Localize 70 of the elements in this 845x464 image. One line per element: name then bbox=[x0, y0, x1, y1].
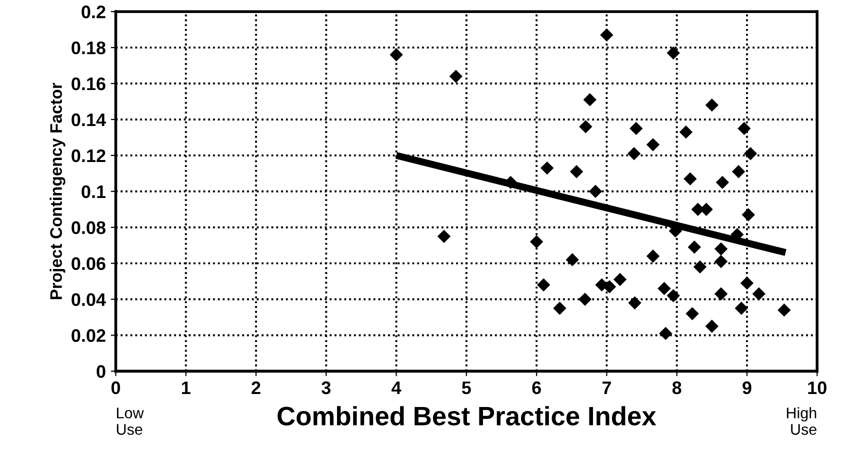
point bbox=[449, 70, 463, 83]
x-axis-title: Combined Best Practice Index bbox=[278, 406, 656, 426]
point bbox=[646, 250, 660, 263]
y-tick-label: 0.04 bbox=[72, 293, 106, 306]
point bbox=[732, 165, 746, 178]
point bbox=[628, 296, 642, 310]
y-axis-title: Project Contingency Factor bbox=[50, 82, 66, 300]
x-tick-label: 7 bbox=[602, 382, 611, 394]
x-tick-label: 1 bbox=[182, 382, 190, 394]
y-tick-label: 0.08 bbox=[72, 221, 106, 234]
point bbox=[570, 165, 584, 178]
x-tick-label: 4 bbox=[392, 382, 402, 394]
point bbox=[627, 147, 641, 160]
point bbox=[742, 208, 755, 222]
point bbox=[537, 278, 550, 292]
point bbox=[613, 272, 627, 286]
point bbox=[437, 230, 451, 243]
point bbox=[716, 176, 730, 189]
x-tick-label: 10 bbox=[808, 381, 826, 394]
y-tick-label: 0.14 bbox=[72, 113, 106, 126]
x-tick-label: 5 bbox=[462, 382, 471, 394]
x-tick-label: 3 bbox=[322, 381, 331, 394]
point bbox=[646, 138, 660, 152]
point bbox=[666, 46, 680, 60]
point bbox=[600, 28, 614, 42]
y-tick-label: 0 bbox=[96, 365, 106, 378]
point bbox=[658, 282, 671, 296]
point bbox=[714, 254, 728, 268]
x-tick-label: 9 bbox=[742, 381, 752, 394]
point bbox=[686, 307, 699, 320]
point bbox=[566, 253, 579, 266]
point bbox=[530, 235, 544, 248]
y-tick-label: 0.16 bbox=[72, 77, 106, 90]
point bbox=[684, 172, 697, 186]
point bbox=[714, 287, 728, 300]
point bbox=[588, 184, 602, 198]
point bbox=[693, 260, 707, 274]
point bbox=[390, 48, 403, 62]
point bbox=[705, 98, 718, 112]
y-tick-label: 0.2 bbox=[82, 6, 106, 18]
point bbox=[688, 240, 701, 254]
point bbox=[540, 161, 554, 175]
x-tick-label: 8 bbox=[672, 381, 682, 394]
point bbox=[553, 302, 566, 315]
text: Low Use bbox=[116, 408, 144, 435]
point bbox=[578, 292, 592, 306]
point bbox=[752, 287, 766, 300]
point bbox=[679, 125, 693, 139]
x-tick-label: 0 bbox=[111, 381, 120, 394]
y-tick-label: 0.06 bbox=[72, 257, 106, 270]
point bbox=[630, 122, 643, 136]
y-tick-label: 0.02 bbox=[72, 329, 106, 342]
point bbox=[705, 320, 718, 333]
text: High Use bbox=[786, 407, 816, 435]
point bbox=[602, 280, 616, 294]
y-tick-label: 0.12 bbox=[72, 149, 106, 162]
point bbox=[666, 289, 680, 302]
y-tick-label: 0.18 bbox=[72, 41, 106, 54]
point bbox=[583, 93, 596, 106]
point bbox=[714, 242, 728, 256]
point bbox=[738, 122, 751, 136]
point bbox=[659, 326, 672, 340]
y-tick-label: 0.1 bbox=[82, 185, 106, 198]
point bbox=[740, 276, 754, 290]
x-tick-label: 2 bbox=[252, 381, 260, 394]
x-tick-label: 6 bbox=[532, 381, 541, 394]
point bbox=[579, 120, 592, 134]
point bbox=[778, 303, 791, 317]
point bbox=[744, 147, 758, 160]
point bbox=[734, 302, 748, 315]
